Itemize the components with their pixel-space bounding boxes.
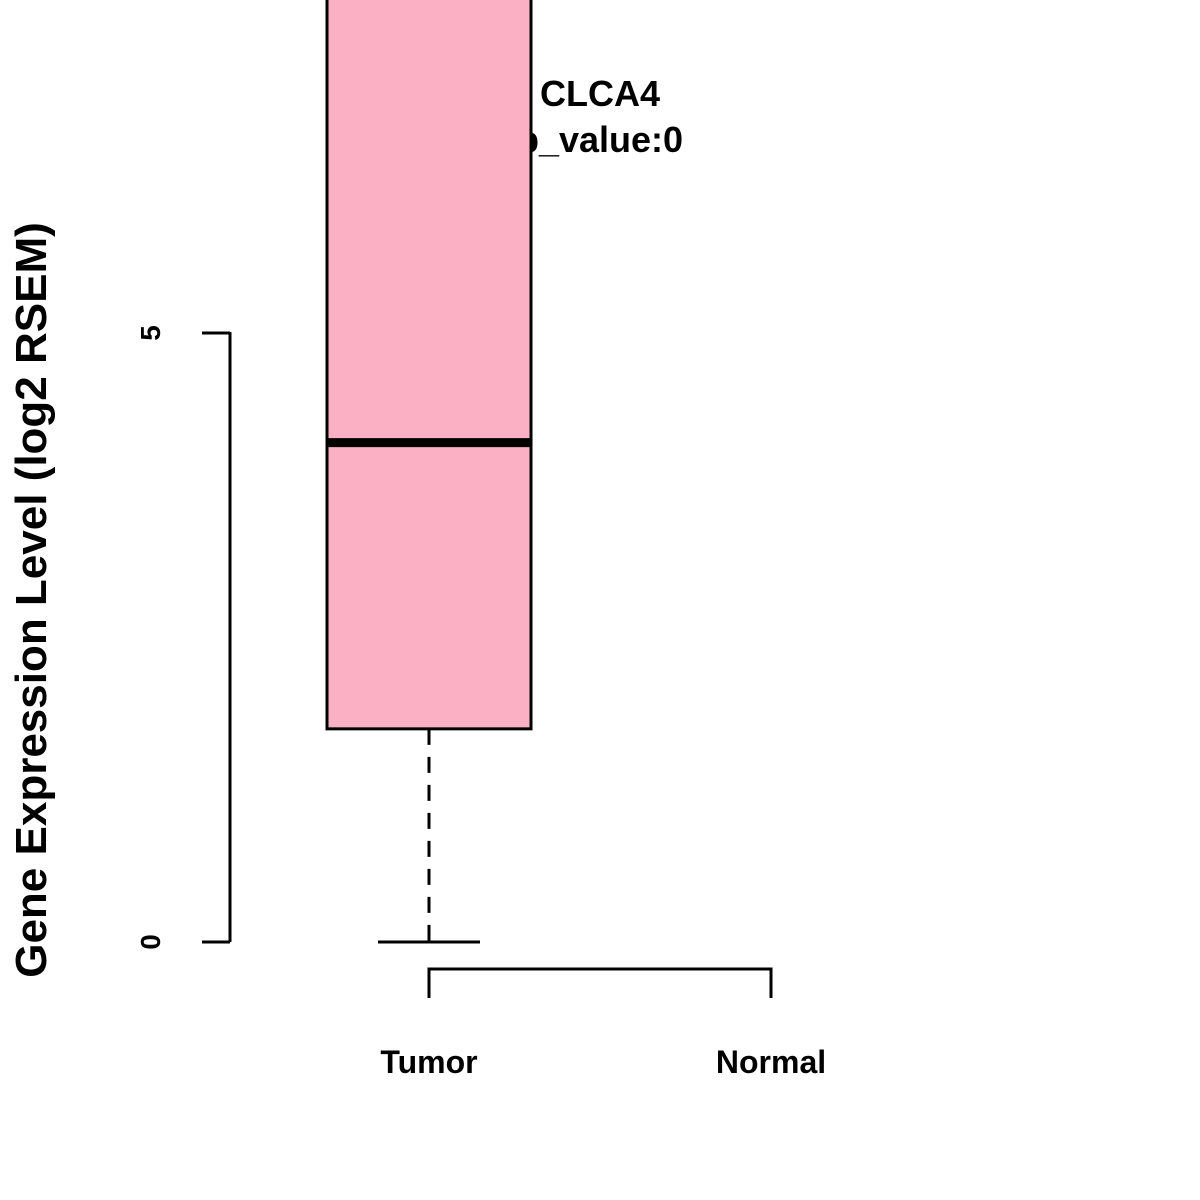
y-tick-label-0: 0 — [135, 934, 166, 950]
chart-title: CLCA4 — [540, 73, 660, 114]
comparison-bracket — [427, 967, 773, 998]
x-label-normal: Normal — [716, 1044, 826, 1080]
tumor-iqr-box — [325, 0, 533, 731]
chart-subtitle: p_value:0 — [517, 119, 683, 160]
tumor-box-group — [325, 0, 533, 944]
x-label-tumor: Tumor — [380, 1044, 477, 1080]
y-axis-label: Gene Expression Level (log2 RSEM) — [7, 222, 56, 978]
y-tick-label-5: 5 — [135, 325, 166, 341]
